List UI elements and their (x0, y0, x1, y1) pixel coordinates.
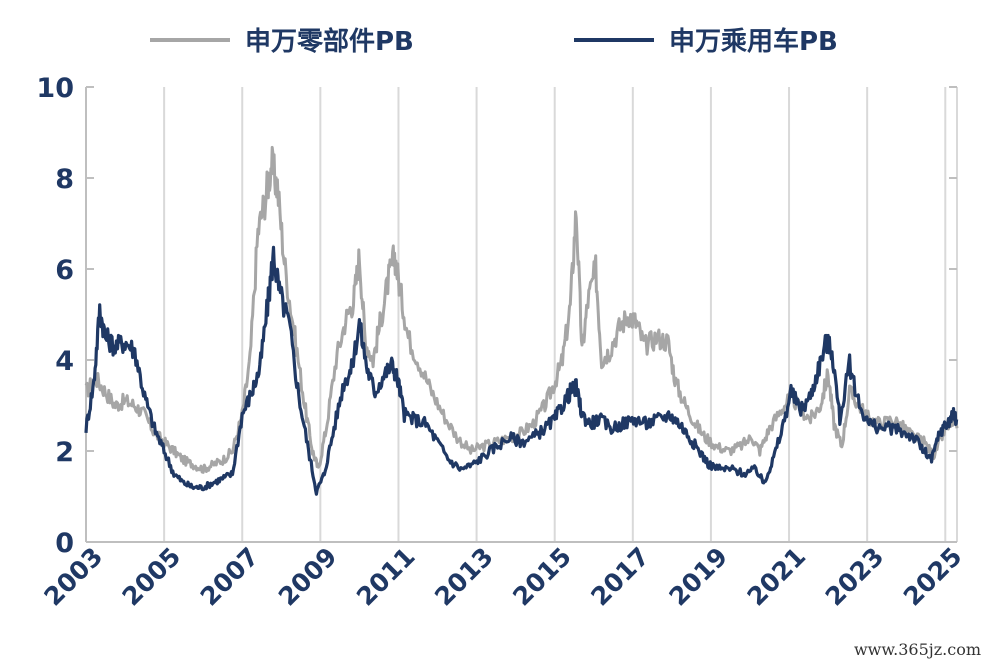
vertical-gridlines (85, 87, 958, 542)
y-tick-label-0: 0 (55, 528, 74, 559)
x-tick-label-2011: 2011 (351, 542, 421, 612)
x-tick-label-2015: 2015 (507, 542, 577, 612)
x-tick-label-2013: 2013 (429, 542, 499, 612)
legend: 申万零部件PB 申万乘用车PB (150, 26, 838, 57)
legend-label-0: 申万零部件PB (245, 27, 414, 57)
y-tick-label-6: 6 (55, 255, 74, 286)
legend-label-1: 申万乘用车PB (669, 26, 838, 57)
series-line-parts-pb (84, 145, 959, 474)
x-tick-label-2021: 2021 (742, 542, 812, 612)
axes (85, 86, 957, 543)
series-lines (84, 145, 959, 496)
y-tick-label-8: 8 (55, 164, 74, 195)
watermark-text: www.365jz.com (849, 639, 985, 660)
x-tick-label-2023: 2023 (820, 542, 890, 612)
series-line-passenger-car-pb (84, 245, 959, 496)
x-tick-label-2019: 2019 (663, 542, 733, 612)
x-tick-label-2017: 2017 (585, 542, 655, 612)
y-tick-label-4: 4 (55, 346, 74, 377)
x-tick-label-2005: 2005 (117, 542, 187, 612)
x-tick-labels: 2003 2005 2007 2009 2011 2013 2015 2017 2019 2021… (39, 542, 968, 612)
y-tick-label-2: 2 (55, 437, 74, 468)
y-tick-label-10: 10 (36, 73, 74, 104)
x-tick-label-2007: 2007 (195, 542, 265, 612)
x-tick-label-2009: 2009 (273, 542, 343, 612)
y-tick-labels: 0 2 4 6 8 10 (36, 73, 74, 559)
x-tick-label-2025: 2025 (898, 542, 968, 612)
